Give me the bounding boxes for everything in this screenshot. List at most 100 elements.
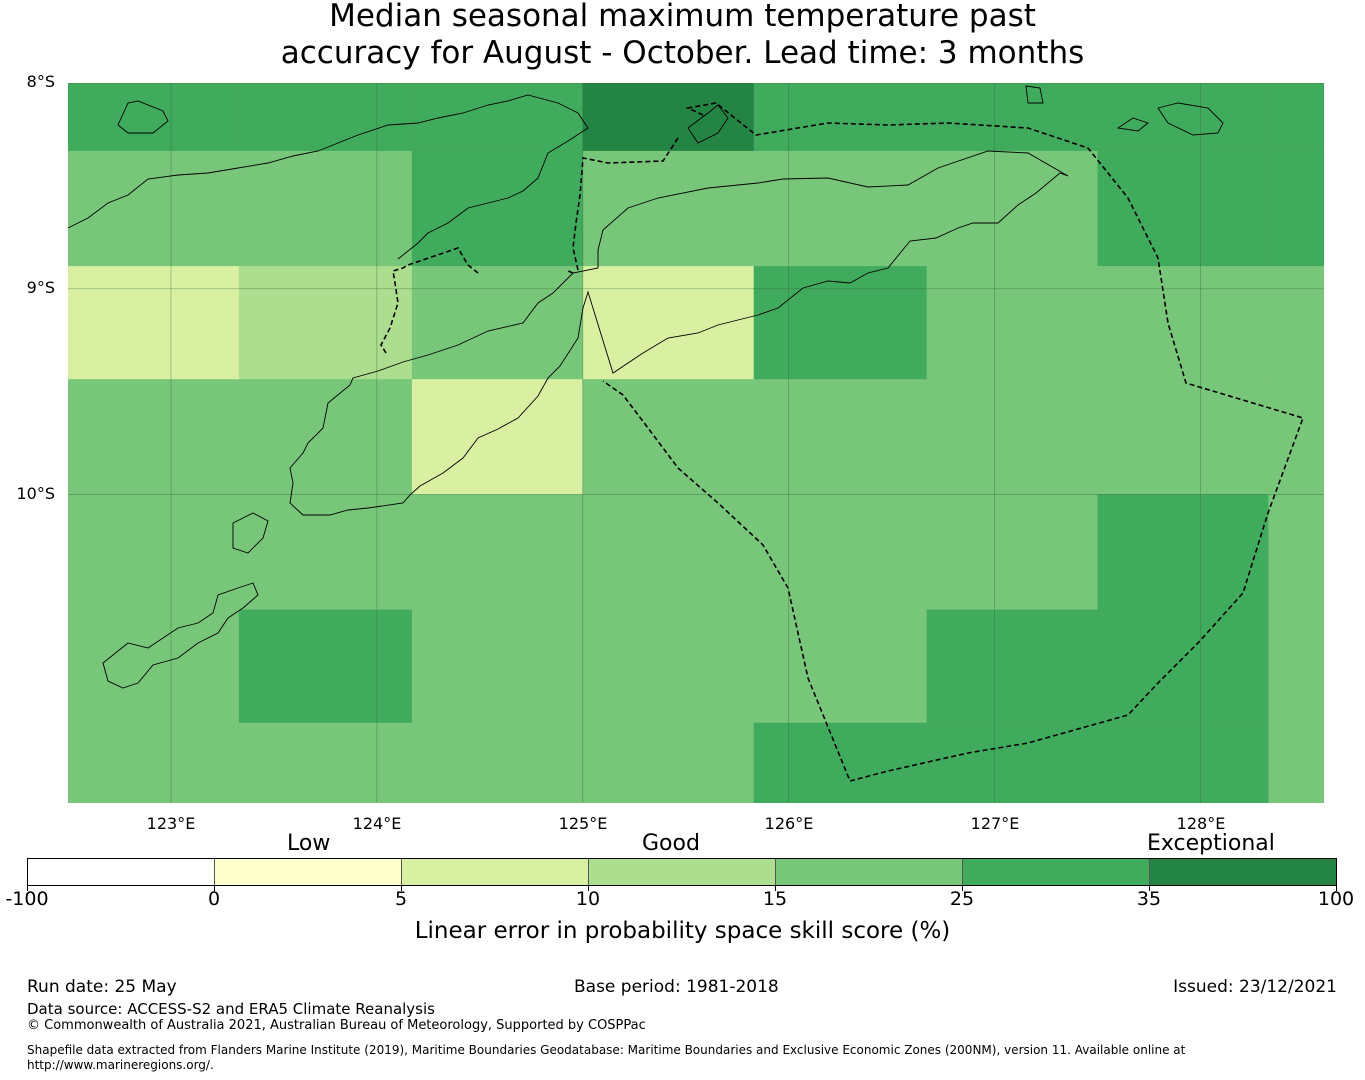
map-title-line-2: accuracy for August - October. Lead time… bbox=[280, 35, 1085, 71]
colorbar-segment-4 bbox=[776, 859, 963, 885]
grid-cell-r2-c0 bbox=[68, 266, 240, 380]
colorbar-tick-marks bbox=[27, 886, 1337, 892]
colorbar-tick-0: 0 bbox=[207, 888, 221, 910]
wetar-coastline bbox=[687, 104, 729, 144]
lon-label-124e: 124°E bbox=[352, 814, 402, 833]
grid-cell-r0-c2 bbox=[411, 83, 584, 152]
grid-cell-r6-c7 bbox=[1268, 722, 1324, 803]
grid-cell-r2-c6 bbox=[1097, 266, 1269, 380]
rote-sawu-coastline bbox=[102, 512, 269, 689]
colorbar-tick-10: 10 bbox=[575, 888, 601, 910]
grid-cell-r2-c4 bbox=[753, 266, 928, 380]
grid-cell-r6-c5 bbox=[926, 722, 1098, 803]
shapefile-url: http://www.marineregions.org/. bbox=[27, 1058, 214, 1072]
north-islands-coastline bbox=[68, 94, 589, 260]
legend-category-good: Good bbox=[642, 831, 700, 856]
lat-label-8s: 8°S bbox=[26, 72, 55, 91]
grid-cell-r0-c0 bbox=[68, 83, 240, 152]
east-islands-coastline bbox=[1025, 85, 1224, 136]
colorbar-tick-25: 25 bbox=[949, 888, 975, 910]
grid-cell-r1-c6 bbox=[1097, 150, 1269, 267]
grid-cell-r3-c2 bbox=[411, 379, 584, 495]
grid-cell-r5-c3 bbox=[582, 609, 755, 724]
grid-cell-r3-c3 bbox=[582, 379, 755, 495]
grid-cell-r6-c1 bbox=[238, 722, 413, 803]
grid-cell-r5-c0 bbox=[68, 609, 240, 724]
grid-cell-r0-c4 bbox=[753, 83, 928, 152]
grid-cell-r3-c4 bbox=[753, 379, 928, 495]
grid-cell-r4-c1 bbox=[238, 494, 413, 611]
grid-cell-r4-c3 bbox=[582, 494, 755, 611]
base-period: Base period: 1981-2018 bbox=[574, 977, 779, 997]
colorbar bbox=[27, 858, 1337, 886]
colorbar-tick-35: 35 bbox=[1136, 888, 1162, 910]
grid-cell-r3-c1 bbox=[238, 379, 413, 495]
legend-category-low: Low bbox=[287, 831, 331, 856]
lon-label-125e: 125°E bbox=[558, 814, 608, 833]
grid-cell-r6-c4 bbox=[753, 722, 928, 803]
grid-cell-r4-c4 bbox=[753, 494, 928, 611]
grid-cell-r4-c0 bbox=[68, 494, 240, 611]
issued-date: Issued: 23/12/2021 bbox=[1173, 977, 1337, 997]
coastlines bbox=[68, 85, 1224, 689]
map-title-line-1: Median seasonal maximum temperature past bbox=[329, 0, 1036, 34]
colorbar-segment-1 bbox=[215, 859, 402, 885]
grid-cell-r1-c5 bbox=[926, 150, 1098, 267]
grid-cell-r6-c3 bbox=[582, 722, 755, 803]
grid-cell-r2-c1 bbox=[238, 266, 413, 380]
colorbar-tick-minus100: -100 bbox=[5, 888, 49, 910]
grid-cell-r0-c6 bbox=[1097, 83, 1269, 152]
grid-cell-r3-c6 bbox=[1097, 379, 1269, 495]
colorbar-segment-2 bbox=[402, 859, 589, 885]
lat-label-9s: 9°S bbox=[26, 278, 55, 297]
colorbar-label: Linear error in probability space skill … bbox=[414, 918, 951, 944]
colorbar-tick-100: 100 bbox=[1317, 888, 1355, 910]
lon-label-127e: 127°E bbox=[970, 814, 1020, 833]
grid-cell-r0-c5 bbox=[926, 83, 1098, 152]
colorbar-segment-5 bbox=[963, 859, 1150, 885]
grid-cell-r5-c1 bbox=[238, 609, 413, 724]
grid-cell-r6-c2 bbox=[411, 722, 584, 803]
grid-cell-r5-c5 bbox=[926, 609, 1098, 724]
grid-cell-r0-c3 bbox=[582, 83, 755, 152]
grid-cell-r3-c5 bbox=[926, 379, 1098, 495]
run-date: Run date: 25 May bbox=[27, 977, 177, 997]
grid-cell-r5-c6 bbox=[1097, 609, 1269, 724]
grid-cell-r4-c6 bbox=[1097, 494, 1269, 611]
grid-cell-r3-c0 bbox=[68, 379, 240, 495]
shapefile-credit: Shapefile data extracted from Flanders M… bbox=[27, 1043, 1186, 1057]
grid-cell-r6-c0 bbox=[68, 722, 240, 803]
lon-label-123e: 123°E bbox=[146, 814, 196, 833]
data-source: Data source: ACCESS-S2 and ERA5 Climate … bbox=[27, 1000, 435, 1018]
colorbar-tick-5: 5 bbox=[394, 888, 408, 910]
grid-cell-r2-c2 bbox=[411, 266, 584, 380]
grid-cell-r1-c4 bbox=[753, 150, 928, 267]
grid-cell-r2-c5 bbox=[926, 266, 1098, 380]
grid-cell-r5-c2 bbox=[411, 609, 584, 724]
alor-coastline bbox=[117, 100, 169, 134]
grid-cell-r4-c2 bbox=[411, 494, 584, 611]
grid-cell-r5-c7 bbox=[1268, 609, 1324, 724]
lat-label-10s: 10°S bbox=[16, 484, 55, 503]
grid-cell-r1-c2 bbox=[411, 150, 584, 267]
grid-cell-r5-c4 bbox=[753, 609, 928, 724]
grid-cell-r2-c3 bbox=[582, 266, 755, 380]
grid-cell-r1-c1 bbox=[238, 150, 413, 267]
grid-cell-r1-c0 bbox=[68, 150, 240, 267]
grid-cell-r2-c7 bbox=[1268, 266, 1324, 380]
grid-cell-r0-c7 bbox=[1268, 83, 1324, 152]
timor-coastline bbox=[289, 150, 1069, 516]
colorbar-tick-15: 15 bbox=[762, 888, 788, 910]
grid-cell-r4-c5 bbox=[926, 494, 1098, 611]
graticule-lines bbox=[68, 83, 1324, 803]
grid-cell-r4-c7 bbox=[1268, 494, 1324, 611]
colorbar-segment-3 bbox=[589, 859, 776, 885]
lon-label-126e: 126°E bbox=[764, 814, 814, 833]
legend-category-exceptional: Exceptional bbox=[1147, 831, 1275, 856]
skill-score-map bbox=[68, 83, 1324, 803]
copyright: © Commonwealth of Australia 2021, Austra… bbox=[27, 1018, 646, 1033]
grid-cell-r1-c7 bbox=[1268, 150, 1324, 267]
grid-cell-r6-c6 bbox=[1097, 722, 1269, 803]
grid-cell-r1-c3 bbox=[582, 150, 755, 267]
colorbar-segment-0 bbox=[28, 859, 215, 885]
